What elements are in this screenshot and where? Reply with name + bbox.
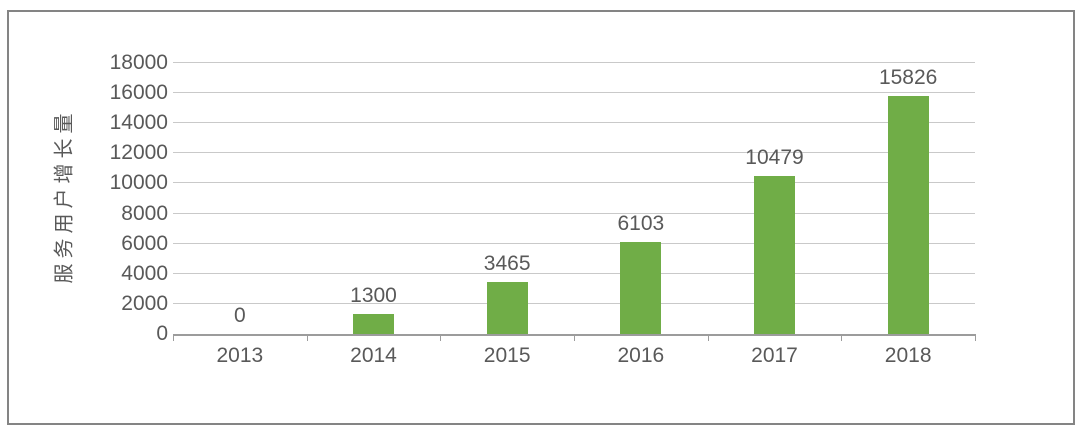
gridline bbox=[173, 152, 975, 154]
gridline bbox=[173, 212, 975, 214]
x-axis-tick bbox=[306, 334, 308, 341]
y-tick-label: 2000 bbox=[121, 291, 168, 315]
y-tick-label: 16000 bbox=[109, 81, 168, 105]
bar bbox=[754, 176, 795, 334]
x-axis-tick bbox=[975, 334, 976, 341]
bar-value-label: 3465 bbox=[483, 251, 531, 275]
bar-value-label: 0 bbox=[233, 304, 246, 327]
plot-area: 0 1300 3465 6103 10479 15826 bbox=[173, 62, 976, 341]
y-tick-label: 12000 bbox=[109, 141, 168, 165]
y-tick-label: 6000 bbox=[121, 231, 168, 255]
y-tick-label: 4000 bbox=[121, 261, 168, 285]
gridline bbox=[173, 302, 975, 304]
bar-value-label: 6103 bbox=[617, 212, 665, 236]
bar bbox=[620, 242, 662, 334]
bar-value-label: 10479 bbox=[745, 146, 804, 170]
bar bbox=[353, 314, 394, 334]
bar bbox=[887, 95, 929, 334]
y-tick-label: 0 bbox=[156, 322, 168, 345]
gridline bbox=[173, 92, 975, 94]
bar-value-label: 1300 bbox=[350, 284, 397, 308]
gridline bbox=[173, 62, 975, 63]
bar-value-label: 15826 bbox=[878, 65, 938, 89]
chart-border-frame bbox=[7, 10, 1075, 425]
y-tick-label: 18000 bbox=[109, 51, 168, 74]
gridline bbox=[173, 122, 975, 124]
x-axis-tick bbox=[841, 334, 843, 341]
gridline bbox=[173, 242, 975, 244]
x-tick-label: 2013 bbox=[216, 344, 264, 367]
x-tick-label: 2016 bbox=[617, 344, 665, 367]
y-tick-label: 10000 bbox=[109, 171, 168, 195]
y-axis-title: 服务用户增长量 bbox=[53, 108, 76, 284]
x-axis-tick bbox=[440, 334, 442, 341]
x-tick-label: 2015 bbox=[483, 344, 531, 367]
x-axis-tick bbox=[707, 334, 709, 341]
x-axis-tick bbox=[574, 334, 575, 341]
x-tick-label: 2018 bbox=[884, 344, 932, 367]
y-tick-label: 8000 bbox=[121, 201, 168, 225]
x-tick-label: 2014 bbox=[350, 344, 397, 367]
bar bbox=[486, 281, 528, 334]
gridline bbox=[173, 182, 975, 184]
x-tick-label: 2017 bbox=[751, 344, 798, 367]
y-tick-label: 14000 bbox=[109, 111, 168, 135]
gridline bbox=[173, 272, 975, 274]
x-axis-tick bbox=[173, 334, 174, 341]
